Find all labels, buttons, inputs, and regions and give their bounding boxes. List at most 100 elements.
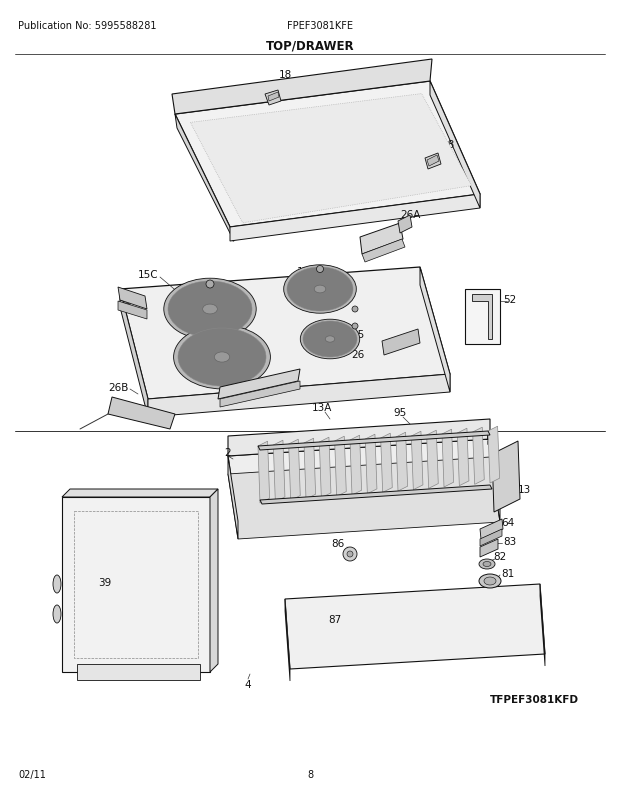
Ellipse shape — [311, 327, 349, 352]
Ellipse shape — [164, 279, 256, 340]
Polygon shape — [228, 456, 238, 539]
Text: 86: 86 — [331, 538, 345, 549]
Polygon shape — [285, 599, 290, 681]
Text: TFPEF3081KFD: TFPEF3081KFD — [490, 695, 579, 704]
Ellipse shape — [292, 271, 348, 308]
Polygon shape — [488, 427, 500, 484]
Ellipse shape — [193, 298, 227, 321]
Ellipse shape — [302, 277, 338, 302]
Circle shape — [347, 551, 353, 557]
Ellipse shape — [479, 574, 501, 588]
Ellipse shape — [297, 274, 343, 305]
Ellipse shape — [323, 335, 337, 344]
Polygon shape — [273, 440, 285, 502]
Polygon shape — [458, 428, 469, 486]
Text: 95: 95 — [393, 407, 407, 418]
Polygon shape — [465, 290, 500, 345]
Circle shape — [316, 266, 324, 273]
Text: 52: 52 — [503, 294, 516, 305]
Polygon shape — [319, 438, 331, 498]
Ellipse shape — [200, 302, 221, 317]
Polygon shape — [398, 216, 412, 233]
Polygon shape — [148, 375, 450, 418]
Polygon shape — [62, 489, 218, 497]
Text: FPEF3081KFE: FPEF3081KFE — [287, 21, 353, 31]
Text: 26A: 26A — [400, 210, 420, 220]
Text: 26B: 26B — [108, 383, 128, 392]
Polygon shape — [220, 382, 300, 407]
Ellipse shape — [53, 606, 61, 623]
Polygon shape — [420, 268, 450, 392]
Polygon shape — [480, 539, 498, 557]
Polygon shape — [260, 485, 492, 504]
Ellipse shape — [53, 575, 61, 593]
Text: 8: 8 — [307, 769, 313, 779]
Polygon shape — [285, 585, 545, 669]
Polygon shape — [230, 195, 480, 241]
Ellipse shape — [303, 322, 357, 358]
Ellipse shape — [180, 290, 239, 329]
Polygon shape — [472, 427, 484, 484]
Polygon shape — [492, 441, 520, 512]
Polygon shape — [335, 436, 346, 496]
Ellipse shape — [191, 338, 253, 378]
Text: 13A: 13A — [312, 403, 332, 412]
Polygon shape — [425, 154, 441, 170]
Text: 15: 15 — [352, 330, 365, 339]
Polygon shape — [480, 520, 503, 539]
Text: 15C: 15C — [138, 269, 158, 280]
Ellipse shape — [326, 336, 335, 342]
Text: 4: 4 — [245, 679, 251, 689]
Polygon shape — [228, 439, 500, 521]
Text: 26: 26 — [118, 300, 131, 310]
Polygon shape — [210, 489, 218, 672]
Ellipse shape — [198, 342, 246, 374]
Ellipse shape — [203, 305, 218, 314]
Text: 15B: 15B — [238, 365, 258, 375]
Ellipse shape — [287, 268, 353, 312]
Polygon shape — [172, 60, 432, 115]
Polygon shape — [411, 431, 423, 490]
Text: 18: 18 — [278, 70, 291, 80]
Polygon shape — [108, 398, 175, 429]
Text: 26: 26 — [352, 350, 365, 359]
Text: 13: 13 — [517, 484, 531, 494]
Polygon shape — [427, 431, 438, 488]
Text: 1: 1 — [484, 431, 490, 441]
Polygon shape — [304, 439, 316, 500]
Polygon shape — [228, 457, 500, 539]
Ellipse shape — [168, 282, 252, 338]
Circle shape — [343, 547, 357, 561]
Text: 18: 18 — [441, 140, 454, 150]
Polygon shape — [77, 664, 200, 680]
Polygon shape — [540, 585, 545, 666]
Text: Publication No: 5995588281: Publication No: 5995588281 — [18, 21, 156, 31]
Polygon shape — [360, 224, 403, 255]
Polygon shape — [175, 82, 480, 228]
Ellipse shape — [174, 326, 270, 390]
Polygon shape — [118, 288, 147, 310]
Circle shape — [352, 323, 358, 330]
Polygon shape — [472, 294, 492, 339]
Polygon shape — [381, 434, 392, 492]
Text: 87: 87 — [329, 614, 342, 624]
Text: 02/11: 02/11 — [18, 769, 46, 779]
Ellipse shape — [479, 559, 495, 569]
Polygon shape — [396, 432, 407, 492]
Text: 16: 16 — [352, 125, 365, 135]
Polygon shape — [228, 419, 490, 456]
Polygon shape — [289, 439, 300, 500]
Polygon shape — [175, 115, 234, 241]
Ellipse shape — [315, 330, 345, 350]
Ellipse shape — [178, 329, 266, 387]
Ellipse shape — [483, 561, 491, 567]
Polygon shape — [442, 430, 454, 488]
Text: 83: 83 — [503, 537, 516, 546]
Text: 64: 64 — [502, 517, 515, 528]
Text: TOP/DRAWER: TOP/DRAWER — [266, 39, 354, 52]
Polygon shape — [190, 95, 472, 224]
Ellipse shape — [312, 284, 328, 295]
Ellipse shape — [484, 577, 496, 585]
Polygon shape — [62, 497, 210, 672]
Ellipse shape — [215, 353, 229, 363]
